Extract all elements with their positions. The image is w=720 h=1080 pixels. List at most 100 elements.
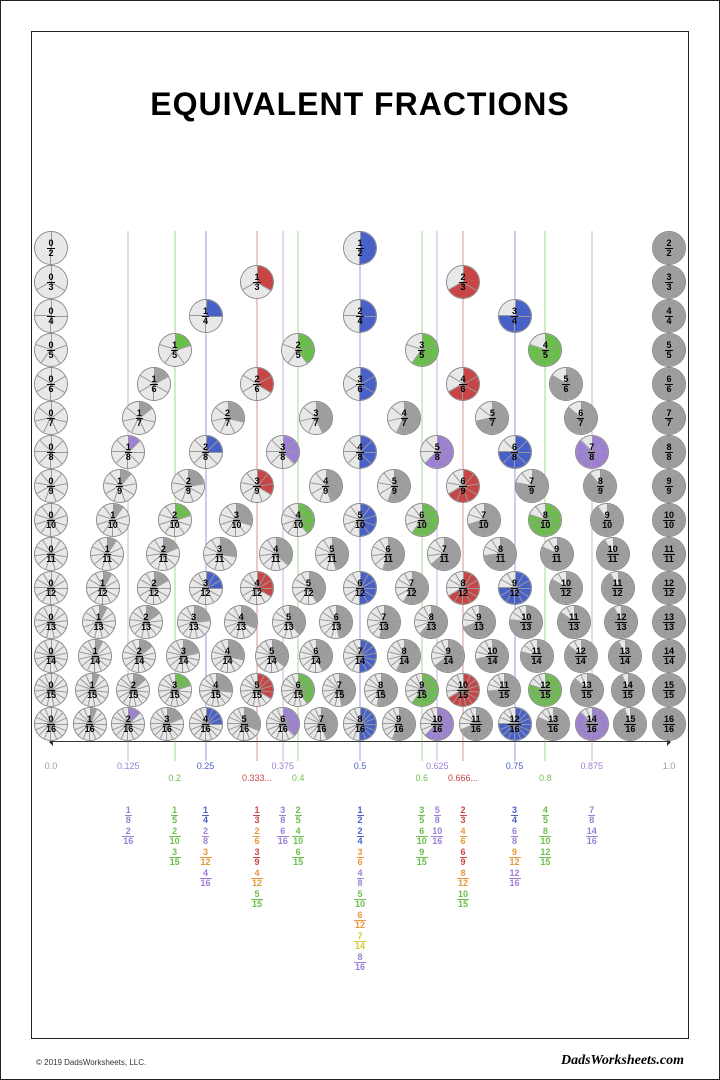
decimal-tick-label: 0.5 — [354, 761, 367, 771]
fraction-pie: 22 — [652, 231, 686, 265]
fraction-pie: 08 — [34, 435, 68, 469]
fraction-pie: 12 — [343, 231, 377, 265]
fraction-pie: 311 — [203, 537, 237, 571]
fraction-pie: 77 — [652, 401, 686, 435]
fraction-pie: 17 — [122, 401, 156, 435]
equiv-fraction: 38 — [279, 806, 286, 825]
copyright-notice: © 2019 DadsWorksheets, LLC. — [36, 1058, 146, 1067]
fraction-pie: 015 — [34, 673, 68, 707]
fraction-pie: 213 — [129, 605, 163, 639]
fraction-pie: 615 — [281, 673, 315, 707]
fraction-pie: 1111 — [652, 537, 686, 571]
fraction-pie: 613 — [319, 605, 353, 639]
decimal-tick-label: 0.25 — [197, 761, 215, 771]
fraction-pie: 310 — [219, 503, 253, 537]
fraction-pie: 47 — [387, 401, 421, 435]
decimal-tick-label: 0.666... — [448, 773, 478, 783]
decimal-tick-label: 0.2 — [168, 773, 181, 783]
equiv-fraction: 312 — [199, 848, 211, 867]
equiv-fraction-column: 581016 — [431, 806, 443, 846]
equiv-fraction: 315 — [169, 848, 181, 867]
fraction-pie: 79 — [515, 469, 549, 503]
equiv-fraction: 912 — [508, 848, 520, 867]
fraction-pie: 813 — [414, 605, 448, 639]
fraction-pie: 06 — [34, 367, 68, 401]
fraction-pie: 811 — [483, 537, 517, 571]
fraction-pie: 1313 — [652, 605, 686, 639]
equiv-fraction: 714 — [354, 932, 366, 951]
fraction-pie: 610 — [405, 503, 439, 537]
fraction-pie: 313 — [177, 605, 211, 639]
fraction-pie: 114 — [78, 639, 112, 673]
fraction-pie: 39 — [240, 469, 274, 503]
fraction-pie: 513 — [272, 605, 306, 639]
fraction-pie: 916 — [382, 707, 416, 741]
fraction-pie: 13 — [240, 265, 274, 299]
fraction-pie: 412 — [240, 571, 274, 605]
fraction-pie: 616 — [266, 707, 300, 741]
fraction-pie: 59 — [377, 469, 411, 503]
page: EQUIVALENT FRACTIONS 0212220313233304142… — [0, 0, 720, 1080]
fraction-pie: 26 — [240, 367, 274, 401]
fraction-pie: 1016 — [420, 707, 454, 741]
equiv-fraction: 14 — [202, 806, 209, 825]
decimal-tick-label: 0.333... — [242, 773, 272, 783]
fraction-pie: 28 — [189, 435, 223, 469]
fraction-pie: 25 — [281, 333, 315, 367]
fraction-pie: 212 — [137, 571, 171, 605]
fraction-pie: 316 — [150, 707, 184, 741]
fraction-pie: 211 — [146, 537, 180, 571]
fraction-pie: 810 — [528, 503, 562, 537]
decimal-tick-label: 0.75 — [506, 761, 524, 771]
fraction-pie: 1114 — [520, 639, 554, 673]
equiv-fraction: 18 — [125, 806, 132, 825]
fraction-pie: 414 — [211, 639, 245, 673]
fraction-pie: 415 — [199, 673, 233, 707]
fraction-pie: 69 — [446, 469, 480, 503]
fraction-pie: 312 — [189, 571, 223, 605]
fraction-pie: 1010 — [652, 503, 686, 537]
fraction-pie: 911 — [540, 537, 574, 571]
fraction-pie: 56 — [549, 367, 583, 401]
equiv-fraction: 412 — [251, 869, 263, 888]
fraction-pie: 510 — [343, 503, 377, 537]
fraction-pie: 02 — [34, 231, 68, 265]
fraction-pie: 014 — [34, 639, 68, 673]
fraction-pie: 1115 — [487, 673, 521, 707]
fraction-chart: 0212220313233304142434440515253545550616… — [51, 231, 669, 761]
fraction-pie: 713 — [367, 605, 401, 639]
fraction-pie: 910 — [590, 503, 624, 537]
fraction-pie: 716 — [304, 707, 338, 741]
equiv-fraction: 23 — [460, 806, 467, 825]
fraction-pie: 44 — [652, 299, 686, 333]
fraction-pie: 915 — [405, 673, 439, 707]
fraction-pie: 013 — [34, 605, 68, 639]
fraction-pie: 815 — [364, 673, 398, 707]
equiv-fraction-column: 15210315 — [169, 806, 181, 867]
fraction-pie: 812 — [446, 571, 480, 605]
fraction-pie: 514 — [255, 639, 289, 673]
decimal-tick-label: 0.375 — [271, 761, 294, 771]
decimal-tick-label: 0.8 — [539, 773, 552, 783]
fraction-pie: 416 — [189, 707, 223, 741]
fraction-pie: 011 — [34, 537, 68, 571]
decimal-tick-label: 0.875 — [580, 761, 603, 771]
fraction-pie: 012 — [34, 571, 68, 605]
decimal-tick-label: 0.0 — [45, 761, 58, 771]
equiv-fraction-column: 38616 — [277, 806, 289, 846]
fraction-pie: 1116 — [459, 707, 493, 741]
equiv-fraction: 34 — [511, 806, 518, 825]
equiv-fraction: 36 — [356, 848, 363, 867]
fraction-pie: 66 — [652, 367, 686, 401]
fraction-pie: 016 — [34, 707, 68, 741]
equivalent-fractions-table: 1821615210315142831241613263941251538616… — [51, 806, 669, 1006]
fraction-pie: 611 — [371, 537, 405, 571]
fraction-pie: 1212 — [652, 571, 686, 605]
fraction-pie: 14 — [189, 299, 223, 333]
equiv-fraction-column: 458101215 — [539, 806, 551, 867]
equiv-fraction-column: 2346698121015 — [457, 806, 469, 909]
fraction-pie: 46 — [446, 367, 480, 401]
fraction-pie: 1616 — [652, 707, 686, 741]
fraction-pie: 612 — [343, 571, 377, 605]
fraction-pie: 18 — [111, 435, 145, 469]
